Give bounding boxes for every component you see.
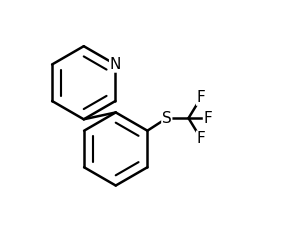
Text: F: F	[204, 111, 212, 126]
Text: S: S	[162, 111, 172, 126]
Text: F: F	[197, 90, 206, 105]
Text: F: F	[197, 131, 206, 146]
Text: N: N	[110, 57, 121, 72]
